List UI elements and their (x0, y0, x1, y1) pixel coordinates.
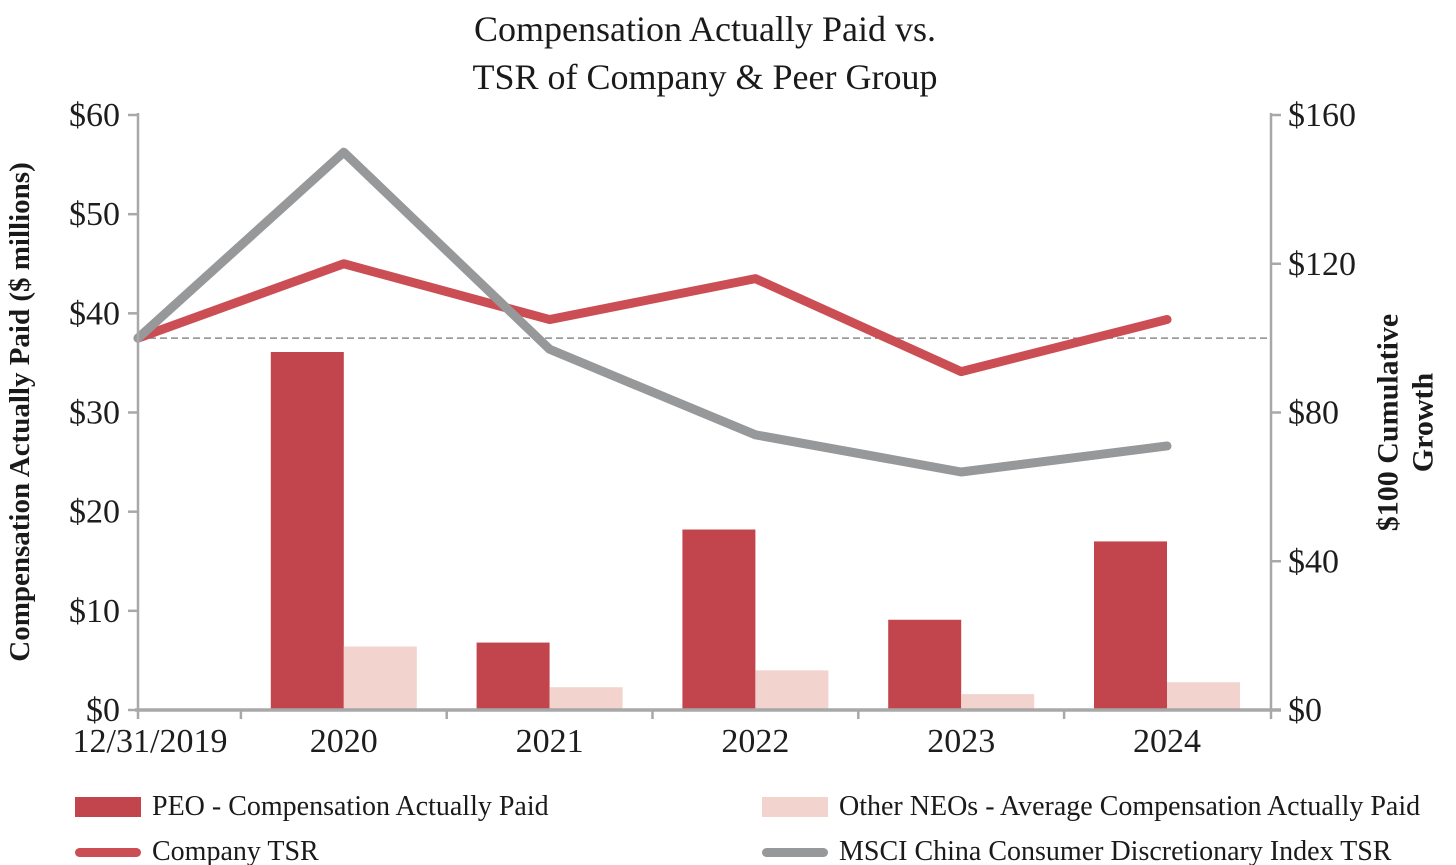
neo-bar-swatch (762, 797, 828, 817)
peo-bar-2022 (682, 529, 756, 710)
peo-bar-2023 (888, 619, 962, 710)
peo-bar-swatch (75, 797, 141, 817)
neo-bar-2024 (1167, 682, 1240, 710)
x-axis-label-2021: 2021 (516, 723, 584, 760)
right-axis-tick-label: $120 (1288, 246, 1356, 283)
peo-bar-2020 (270, 352, 344, 710)
peo-bar-2021 (476, 642, 550, 710)
right-axis-tick-label: $160 (1288, 97, 1356, 134)
left-axis-tick-label: $30 (69, 395, 120, 432)
x-axis-label-2024: 2024 (1133, 723, 1201, 760)
right-axis-tick-label: $40 (1288, 543, 1339, 580)
left-axis-tick-label: $40 (69, 295, 120, 332)
legend-item-peo-bar: PEO - Compensation Actually Paid (75, 791, 549, 823)
legend-item-msci-tsr: MSCI China Consumer Discretionary Index … (762, 836, 1391, 865)
chart-title-line1: Compensation Actually Paid vs. (474, 9, 936, 49)
peo-bar-2024 (1094, 541, 1167, 710)
chart-plot: $0 $10 $20 $30 $40 $50 $60 $0 $40 $80 $120 $160 12/3… (69, 97, 1356, 760)
left-axis-tick-label: $0 (86, 692, 120, 729)
neo-bar-2023 (961, 694, 1035, 710)
legend-item-neo-bar: Other NEOs - Average Compensation Actual… (762, 791, 1420, 823)
chart-title-line2: TSR of Company & Peer Group (472, 56, 938, 97)
neo-bar-2022 (755, 670, 829, 710)
left-axis-tick-label: $20 (69, 494, 120, 531)
neo-bar-2021 (549, 687, 623, 710)
legend-label-neo: Other NEOs - Average Compensation Actual… (839, 791, 1421, 822)
left-axis-tick-label: $50 (69, 196, 120, 233)
legend-item-company-tsr: Company TSR (75, 836, 319, 865)
x-axis-label-12/31/2019: 12/31/2019 (73, 723, 228, 760)
left-axis-tick-label: $60 (69, 97, 120, 134)
x-axis-label-2020: 2020 (310, 723, 378, 760)
left-axis-tick-label: $10 (69, 593, 120, 630)
x-axis-label-2023: 2023 (927, 723, 995, 760)
company-tsr-line-swatch (75, 847, 141, 857)
msci-tsr-line-swatch (762, 847, 828, 857)
legend-label-company-tsr: Company TSR (152, 836, 319, 865)
neo-bar-2020 (343, 646, 417, 710)
x-axis-label-2022: 2022 (721, 723, 789, 760)
right-axis-tick-label: $0 (1288, 692, 1322, 729)
company-tsr-line (133, 259, 1172, 377)
chart-title: Compensation Actually Paid vs. TSR of Co… (0, 6, 1410, 101)
legend-label-peo: PEO - Compensation Actually Paid (152, 791, 549, 822)
legend-label-msci-tsr: MSCI China Consumer Discretionary Index … (839, 836, 1392, 865)
right-axis-tick-label: $80 (1288, 395, 1339, 432)
msci-index-tsr-line (133, 147, 1172, 477)
